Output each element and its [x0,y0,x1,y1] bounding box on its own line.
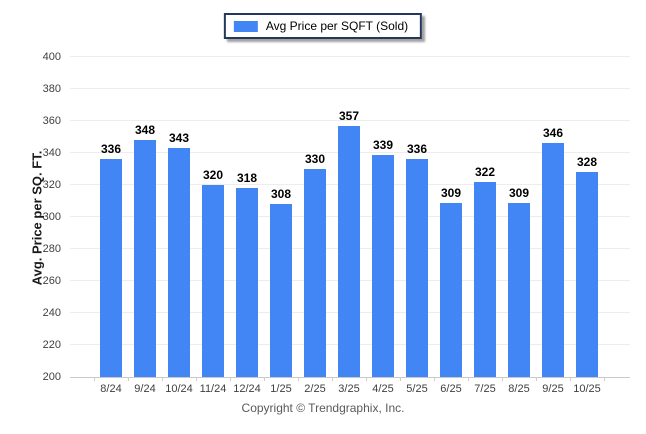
y-tick-label: 240 [42,307,61,319]
x-tick-mark [400,377,401,381]
bar-group: 322 [468,165,502,377]
y-tick-label: 340 [42,147,61,159]
bar [576,172,598,377]
x-tick-label: 4/25 [372,383,394,395]
x-tick-label: 11/24 [199,383,227,395]
x-axis-labels: 8/24 9/24 10/24 11/24 12/24 1/25 2/25 3/25 4/25 5… [94,383,604,395]
bar [202,185,224,377]
x-tick-mark [468,377,469,381]
x-tick-label: 2/25 [304,383,326,395]
bar-group: 308 [264,187,298,377]
x-tick-label: 7/25 [474,383,496,395]
bar-value-label: 357 [338,108,360,123]
bar-value-label: 308 [270,187,292,202]
y-tick-label: 280 [42,243,61,255]
y-tick-label: 300 [42,211,61,223]
bar-group: 309 [434,186,468,377]
x-tick-mark [94,377,95,381]
x-tick-label: 6/25 [440,383,462,395]
bar [338,125,360,377]
y-tick-label: 360 [42,115,61,127]
y-tick-label: 400 [42,51,61,63]
bar-group: 328 [570,155,604,377]
y-tick-label: 220 [42,339,61,351]
bar [406,159,428,377]
x-tick-mark [298,377,299,381]
x-tick-mark [264,377,265,381]
x-tick-mark [604,377,605,381]
plot-area: 336 348 343 320 318 308 330 357 339 336 309 322 309 3… [43,51,630,395]
x-tick-mark [196,377,197,381]
x-tick-mark [502,377,503,381]
legend-label: Avg Price per SQFT (Sold) [265,19,409,33]
bar-group: 343 [162,131,196,377]
bar [270,204,292,377]
bar-value-label: 318 [236,171,258,186]
bar-value-label: 343 [168,131,190,146]
bar [168,148,190,377]
gridline [70,56,630,57]
bar-value-label: 348 [134,123,156,138]
bar [440,202,462,377]
x-tick-mark [366,377,367,381]
x-tick-label: 8/25 [508,383,530,395]
x-tick-label: 8/24 [100,383,122,395]
bar-group: 318 [230,171,264,377]
y-tick-label: 320 [42,179,61,191]
x-tick-label: 3/25 [338,383,360,395]
y-tick-label: 200 [42,371,61,383]
x-tick-mark [128,377,129,381]
bar [100,159,122,377]
bar-group: 348 [128,123,162,377]
bar-value-label: 309 [440,185,462,200]
x-tick-label: 9/24 [134,383,156,395]
bar-value-label: 346 [542,126,564,141]
bar-group: 346 [536,126,570,377]
bar [542,143,564,377]
x-tick-mark [536,377,537,381]
bar-group: 320 [196,168,230,377]
legend: Avg Price per SQFT (Sold) [223,13,423,39]
y-tick-label: 260 [42,275,61,287]
bar-value-label: 309 [508,185,530,200]
y-tick-label: 380 [42,83,61,95]
footer-text: Copyright © Trendgraphix, Inc. [241,401,405,415]
bar-value-label: 336 [100,142,122,157]
bar-value-label: 339 [372,137,394,152]
bar-group: 330 [298,152,332,377]
bar-group: 339 [366,138,400,377]
gridline [70,88,630,89]
x-tick-mark [332,377,333,381]
bar-value-label: 336 [406,142,428,157]
bar [508,202,530,377]
x-tick-label: 9/25 [542,383,564,395]
x-tick-mark [570,377,571,381]
x-tick-label: 10/24 [165,383,193,395]
bar [372,154,394,377]
bars-row: 336 348 343 320 318 308 330 357 339 336 309 322 309 3… [94,57,604,377]
bar [304,169,326,377]
bar [134,140,156,377]
x-tick-label: 10/25 [573,383,601,395]
bar-value-label: 322 [474,164,496,179]
gridline [70,120,630,121]
bar [236,188,258,377]
bar-group: 336 [94,142,128,377]
x-tick-label: 1/25 [270,383,292,395]
bar-value-label: 330 [304,152,326,166]
x-tick-label: 5/25 [406,383,428,395]
legend-swatch-icon [233,20,258,32]
bar-value-label: 328 [576,155,598,170]
bar-value-label: 320 [202,168,224,182]
x-tick-label: 12/24 [233,383,261,395]
bar-group: 309 [502,186,536,377]
bar-group: 357 [332,109,366,377]
x-tick-mark [434,377,435,381]
x-tick-mark [162,377,163,381]
bar-group: 336 [400,142,434,377]
bar [474,181,496,377]
x-tick-mark [230,377,231,381]
